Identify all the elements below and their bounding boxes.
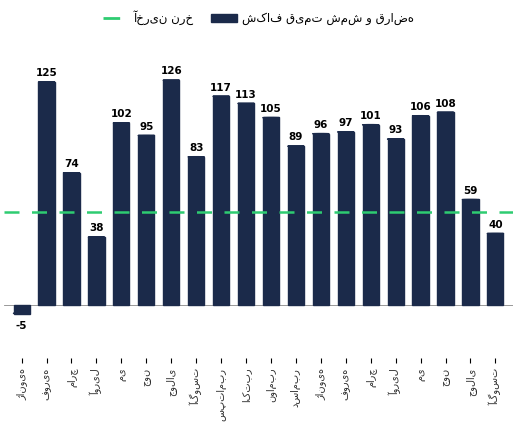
Legend: آخرین نرخ, شکاف قیمت شمش و قراضه: آخرین نرخ, شکاف قیمت شمش و قراضه: [98, 6, 419, 30]
Text: 89: 89: [288, 133, 303, 142]
Text: 38: 38: [89, 223, 104, 233]
Bar: [362, 125, 379, 305]
Text: 97: 97: [339, 118, 353, 128]
FancyBboxPatch shape: [462, 199, 479, 200]
Bar: [213, 96, 229, 305]
Text: 83: 83: [189, 143, 203, 153]
Text: 40: 40: [488, 220, 503, 230]
Text: 113: 113: [235, 90, 257, 99]
Text: 74: 74: [64, 159, 79, 169]
Bar: [138, 135, 155, 305]
Bar: [488, 233, 504, 305]
Bar: [13, 305, 29, 314]
FancyBboxPatch shape: [313, 133, 329, 134]
Bar: [313, 133, 329, 305]
FancyBboxPatch shape: [437, 112, 453, 113]
Bar: [437, 112, 453, 305]
Text: 59: 59: [463, 186, 478, 196]
FancyBboxPatch shape: [138, 135, 155, 136]
Text: 105: 105: [260, 104, 282, 114]
Bar: [388, 139, 404, 305]
Bar: [163, 80, 179, 305]
FancyBboxPatch shape: [288, 146, 304, 147]
Text: 125: 125: [36, 68, 57, 78]
Text: 108: 108: [435, 99, 457, 108]
Bar: [188, 157, 204, 305]
Bar: [462, 199, 479, 305]
Text: 106: 106: [409, 102, 432, 112]
Text: 126: 126: [160, 66, 182, 76]
Text: 95: 95: [139, 122, 154, 132]
FancyBboxPatch shape: [13, 313, 29, 314]
Text: 102: 102: [111, 109, 132, 119]
FancyBboxPatch shape: [263, 117, 279, 118]
Bar: [64, 173, 80, 305]
Text: 93: 93: [388, 125, 403, 135]
Bar: [38, 82, 55, 305]
Text: 117: 117: [210, 82, 232, 93]
FancyBboxPatch shape: [238, 103, 254, 104]
Text: 101: 101: [360, 111, 382, 121]
FancyBboxPatch shape: [488, 233, 504, 234]
Bar: [288, 146, 304, 305]
Bar: [113, 123, 129, 305]
Bar: [88, 237, 104, 305]
Bar: [338, 132, 354, 305]
Bar: [263, 117, 279, 305]
Text: 96: 96: [314, 120, 328, 130]
Bar: [238, 103, 254, 305]
Bar: [413, 116, 429, 305]
Text: -5: -5: [16, 321, 27, 331]
